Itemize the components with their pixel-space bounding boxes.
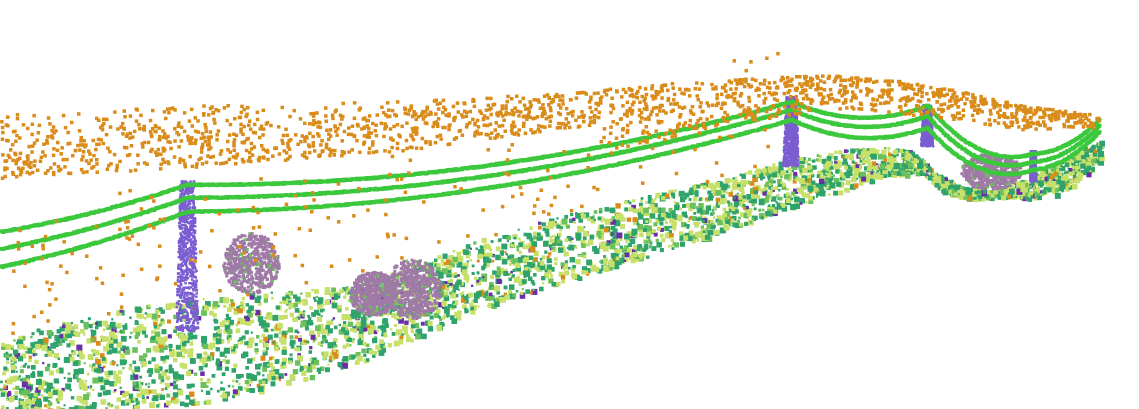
noise-points [0, 51, 1101, 335]
vegetation-points [222, 152, 1023, 320]
